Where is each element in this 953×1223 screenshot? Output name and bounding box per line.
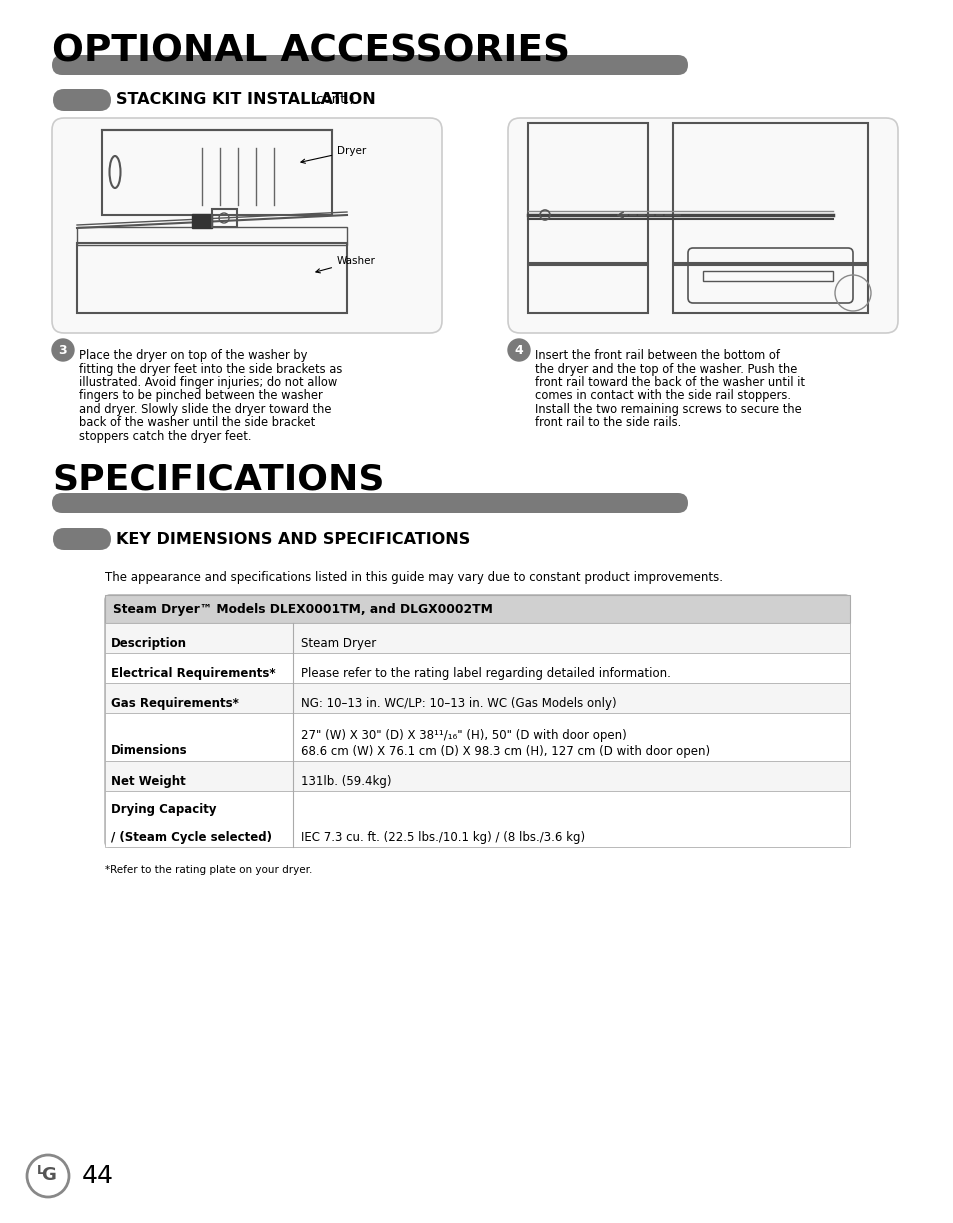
Text: Washer: Washer (315, 256, 375, 273)
FancyBboxPatch shape (53, 89, 111, 111)
Text: fitting the dryer feet into the side brackets as: fitting the dryer feet into the side bra… (79, 362, 342, 375)
Text: Description: Description (111, 636, 187, 649)
Text: the dryer and the top of the washer. Push the: the dryer and the top of the washer. Pus… (535, 362, 797, 375)
Circle shape (507, 339, 530, 361)
Text: (cont.): (cont.) (312, 93, 355, 106)
Text: fingers to be pinched between the washer: fingers to be pinched between the washer (79, 389, 322, 402)
FancyBboxPatch shape (52, 55, 687, 75)
Text: The appearance and specifications listed in this guide may vary due to constant : The appearance and specifications listed… (105, 571, 722, 585)
Text: Steam Dryer: Steam Dryer (301, 636, 375, 649)
Bar (105, 653, 849, 682)
Text: Insert the front rail between the bottom of: Insert the front rail between the bottom… (535, 349, 780, 362)
Text: and dryer. Slowly slide the dryer toward the: and dryer. Slowly slide the dryer toward… (79, 404, 331, 416)
Bar (212, 209, 236, 227)
Text: STACKING KIT INSTALLATION: STACKING KIT INSTALLATION (116, 93, 375, 108)
FancyBboxPatch shape (53, 528, 111, 550)
Text: comes in contact with the side rail stoppers.: comes in contact with the side rail stop… (535, 389, 790, 402)
Text: KEY DIMENSIONS AND SPECIFICATIONS: KEY DIMENSIONS AND SPECIFICATIONS (116, 532, 470, 547)
Text: IEC 7.3 cu. ft. (22.5 lbs./10.1 kg) / (8 lbs./3.6 kg): IEC 7.3 cu. ft. (22.5 lbs./10.1 kg) / (8… (301, 830, 584, 844)
Bar (105, 713, 849, 761)
Bar (105, 682, 849, 713)
FancyBboxPatch shape (52, 493, 687, 512)
Bar (102, 130, 332, 215)
Bar (192, 214, 212, 227)
Text: Please refer to the rating label regarding detailed information.: Please refer to the rating label regardi… (301, 667, 670, 680)
FancyBboxPatch shape (52, 117, 441, 333)
Text: Drying Capacity: Drying Capacity (111, 802, 216, 816)
Text: L: L (37, 1164, 45, 1178)
Text: 4: 4 (514, 344, 523, 356)
FancyBboxPatch shape (507, 117, 897, 333)
Bar (105, 623, 849, 653)
Text: OPTIONAL ACCESSORIES: OPTIONAL ACCESSORIES (52, 33, 570, 68)
Text: Gas Requirements*: Gas Requirements* (111, 697, 238, 709)
Bar (105, 791, 849, 848)
Text: Steam Dryer™ Models DLEX0001TM, and DLGX0002TM: Steam Dryer™ Models DLEX0001TM, and DLGX… (112, 603, 493, 615)
Text: G: G (42, 1166, 56, 1184)
Bar (105, 596, 849, 623)
Circle shape (27, 1155, 69, 1197)
Bar (105, 761, 849, 791)
Text: 3: 3 (59, 344, 68, 356)
Text: Electrical Requirements*: Electrical Requirements* (111, 667, 275, 680)
Text: front rail toward the back of the washer until it: front rail toward the back of the washer… (535, 375, 804, 389)
Text: Dimensions: Dimensions (111, 745, 188, 757)
Bar (672, 124, 867, 263)
Bar (77, 227, 347, 245)
Bar (672, 265, 867, 313)
Text: Place the dryer on top of the washer by: Place the dryer on top of the washer by (79, 349, 307, 362)
Text: 68.6 cm (W) X 76.1 cm (D) X 98.3 cm (H), 127 cm (D with door open): 68.6 cm (W) X 76.1 cm (D) X 98.3 cm (H),… (301, 745, 709, 757)
Bar (702, 272, 832, 281)
Text: front rail to the side rails.: front rail to the side rails. (535, 417, 680, 429)
Text: stoppers catch the dryer feet.: stoppers catch the dryer feet. (79, 430, 252, 443)
Text: 44: 44 (82, 1164, 113, 1188)
FancyBboxPatch shape (105, 596, 849, 848)
Text: Dryer: Dryer (300, 146, 366, 164)
Circle shape (52, 339, 74, 361)
Text: 131lb. (59.4kg): 131lb. (59.4kg) (301, 774, 391, 788)
Text: illustrated. Avoid finger injuries; do not allow: illustrated. Avoid finger injuries; do n… (79, 375, 337, 389)
Text: 27" (W) X 30" (D) X 38¹¹/₁₆" (H), 50" (D with door open): 27" (W) X 30" (D) X 38¹¹/₁₆" (H), 50" (D… (301, 729, 626, 741)
Text: *Refer to the rating plate on your dryer.: *Refer to the rating plate on your dryer… (105, 865, 312, 874)
Text: NG: 10–13 in. WC/LP: 10–13 in. WC (Gas Models only): NG: 10–13 in. WC/LP: 10–13 in. WC (Gas M… (301, 697, 616, 709)
Text: back of the washer until the side bracket: back of the washer until the side bracke… (79, 417, 314, 429)
Bar (527, 124, 647, 263)
Bar (77, 243, 347, 313)
Text: Install the two remaining screws to secure the: Install the two remaining screws to secu… (535, 404, 801, 416)
Text: Net Weight: Net Weight (111, 774, 186, 788)
Text: SPECIFICATIONS: SPECIFICATIONS (52, 464, 384, 497)
Bar (527, 265, 647, 313)
Text: / (Steam Cycle selected): / (Steam Cycle selected) (111, 830, 272, 844)
